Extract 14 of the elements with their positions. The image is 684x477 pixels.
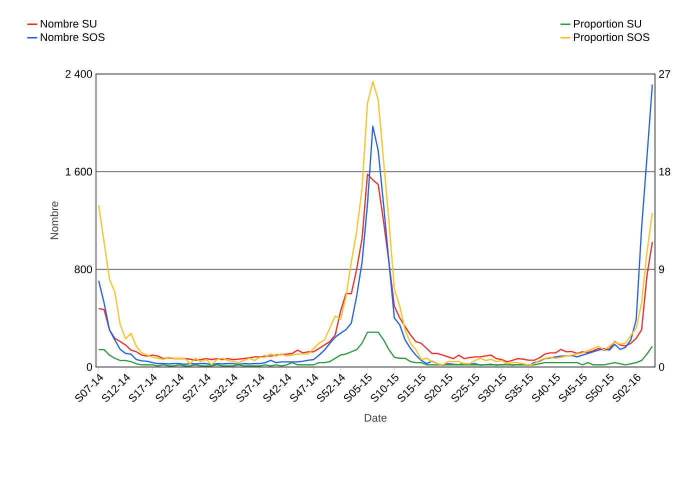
legend-label: Proportion SU [574, 20, 642, 30]
y2-tick-label: 9 [659, 265, 664, 274]
legend-label: Proportion SOS [574, 33, 650, 44]
y-tick-label: 0 [86, 363, 92, 371]
y-tick-label: 1 600 [66, 168, 92, 176]
y2-tick-label: 18 [659, 168, 670, 176]
y2-tick-label: 0 [658, 363, 664, 371]
y2-tick-label: 27 [659, 70, 670, 78]
y-tick-label: 800 [74, 265, 92, 274]
y-axis-title: Nombre [50, 202, 58, 240]
x-axis-title: Date [364, 414, 387, 422]
legend-label: Nombre SOS [40, 33, 105, 42]
y-tick-label: 2 400 [66, 70, 92, 78]
legend-label: Nombre SU [40, 20, 96, 28]
